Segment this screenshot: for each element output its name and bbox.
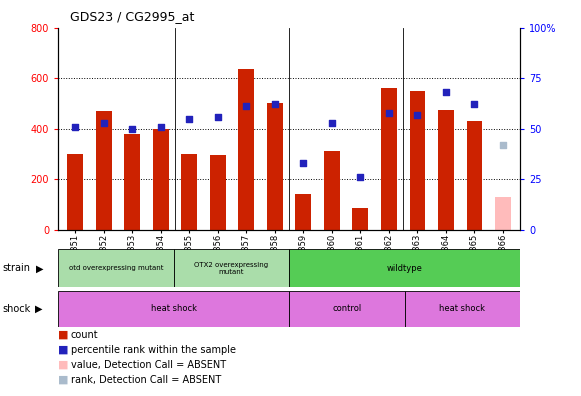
Point <box>441 89 450 95</box>
Bar <box>96 111 112 230</box>
Bar <box>153 129 168 230</box>
Text: shock: shock <box>3 304 31 314</box>
Point <box>356 174 365 180</box>
Point <box>213 113 223 120</box>
Point <box>99 120 109 126</box>
Text: ■: ■ <box>58 360 69 370</box>
Text: heat shock: heat shock <box>150 305 196 313</box>
Text: wildtype: wildtype <box>386 264 422 273</box>
Text: OTX2 overexpressing
mutant: OTX2 overexpressing mutant <box>194 262 268 275</box>
Text: ▶: ▶ <box>35 304 42 314</box>
Point <box>384 109 393 116</box>
Point <box>70 124 80 130</box>
Point <box>270 101 279 108</box>
Text: rank, Detection Call = ABSENT: rank, Detection Call = ABSENT <box>71 375 221 385</box>
Bar <box>404 291 520 327</box>
Point <box>299 160 308 166</box>
Bar <box>174 249 289 287</box>
Bar <box>410 91 425 230</box>
Bar <box>381 88 397 230</box>
Bar <box>495 197 511 230</box>
Point <box>242 103 251 110</box>
Point <box>327 120 336 126</box>
Bar <box>58 249 174 287</box>
Bar <box>238 69 254 230</box>
Bar <box>438 110 454 230</box>
Bar <box>58 291 289 327</box>
Text: ■: ■ <box>58 345 69 355</box>
Bar <box>289 291 404 327</box>
Text: control: control <box>332 305 361 313</box>
Text: otd overexpressing mutant: otd overexpressing mutant <box>69 265 163 271</box>
Text: strain: strain <box>3 263 31 273</box>
Text: heat shock: heat shock <box>439 305 485 313</box>
Bar <box>124 134 140 230</box>
Text: percentile rank within the sample: percentile rank within the sample <box>71 345 236 355</box>
Point <box>469 101 479 108</box>
Point <box>156 124 166 130</box>
Text: GDS23 / CG2995_at: GDS23 / CG2995_at <box>70 10 194 23</box>
Bar <box>296 194 311 230</box>
Bar <box>67 154 83 230</box>
Point <box>128 126 137 132</box>
Text: ■: ■ <box>58 375 69 385</box>
Bar <box>289 249 520 287</box>
Bar <box>467 121 482 230</box>
Text: count: count <box>71 329 99 340</box>
Point <box>498 142 508 148</box>
Bar <box>353 208 368 230</box>
Text: ▶: ▶ <box>36 263 44 273</box>
Bar <box>181 154 197 230</box>
Text: ■: ■ <box>58 329 69 340</box>
Text: value, Detection Call = ABSENT: value, Detection Call = ABSENT <box>71 360 226 370</box>
Bar <box>324 151 340 230</box>
Bar <box>267 103 282 230</box>
Point <box>413 111 422 118</box>
Bar <box>210 155 225 230</box>
Point <box>185 115 194 122</box>
